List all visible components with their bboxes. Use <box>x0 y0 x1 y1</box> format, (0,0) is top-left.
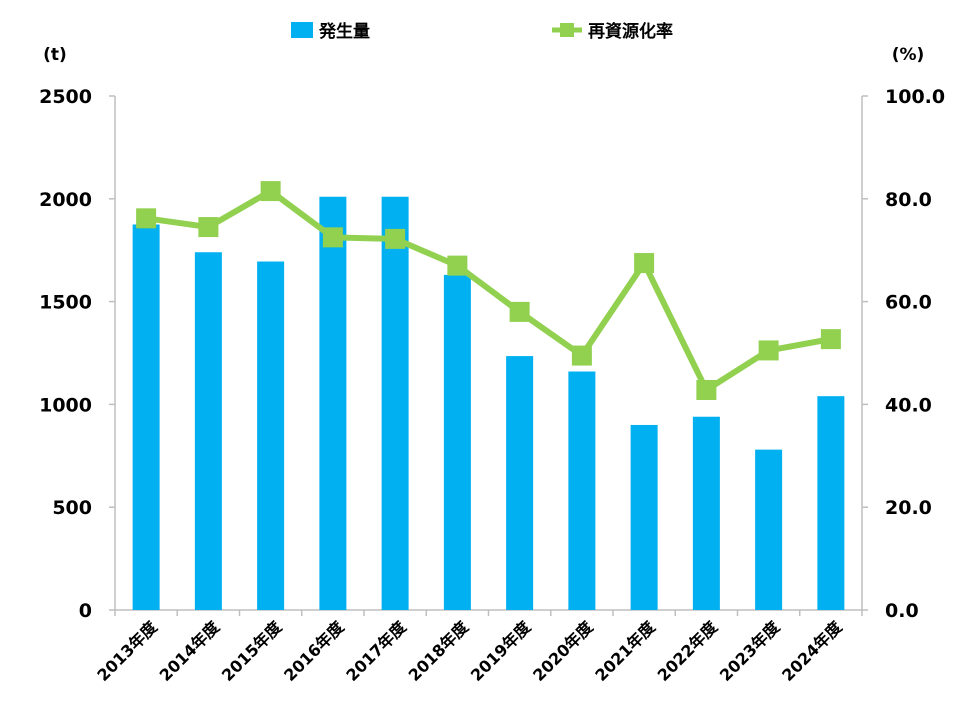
rate-point-2017年度 <box>385 228 406 249</box>
x-category-label: 2021年度 <box>591 617 659 685</box>
x-category-label: 2024年度 <box>778 617 846 685</box>
legend-marker-rate <box>560 23 574 37</box>
y-right-tick-label: 20.0 <box>885 497 932 519</box>
rate-point-2022年度 <box>696 380 717 401</box>
legend: 発生量 再資源化率 <box>291 21 673 42</box>
y-right-tick-label: 80.0 <box>885 189 932 211</box>
legend-swatch-generation <box>291 22 313 38</box>
y-right-unit-label: (%) <box>892 45 925 65</box>
y-left-tick-label: 0 <box>79 600 92 622</box>
bar-2013年度 <box>132 224 160 610</box>
bar-2019年度 <box>506 356 534 610</box>
line-group <box>136 181 841 401</box>
y-left-tick-label: 500 <box>52 497 92 519</box>
bar-2024年度 <box>817 396 845 610</box>
x-category-label: 2019年度 <box>467 617 535 685</box>
rate-point-2023年度 <box>758 340 779 361</box>
rate-point-2018年度 <box>447 255 468 276</box>
bar-2014年度 <box>194 252 222 611</box>
bar-2023年度 <box>755 449 783 610</box>
x-category-label: 2016年度 <box>280 617 348 685</box>
x-category-label: 2020年度 <box>529 617 597 685</box>
bar-2021年度 <box>630 424 658 610</box>
y-left-tick-label: 1500 <box>39 292 92 314</box>
rate-point-2014年度 <box>198 217 219 238</box>
recycling-rate-line <box>145 188 832 394</box>
x-category-label: 2022年度 <box>654 617 722 685</box>
rate-point-2013年度 <box>136 208 157 229</box>
y-right-tick-label: 40.0 <box>885 394 932 416</box>
y-left-tick-label: 2000 <box>39 189 92 211</box>
x-category-label: 2014年度 <box>156 617 224 685</box>
y-right-tick-label: 60.0 <box>885 292 932 314</box>
y-right-tick-label: 0.0 <box>885 600 919 622</box>
rate-point-2016年度 <box>322 227 343 248</box>
y-left-tick-label: 2500 <box>39 86 92 108</box>
bar-2016年度 <box>319 196 347 610</box>
legend-label-generation: 発生量 <box>318 21 370 42</box>
rate-point-2020年度 <box>571 345 592 366</box>
y-left-unit-label: (t) <box>43 45 67 65</box>
rate-point-2019年度 <box>509 301 530 322</box>
y-right-tick-label: 100.0 <box>885 86 945 108</box>
legend-label-rate: 再資源化率 <box>588 21 673 42</box>
x-category-label: 2018年度 <box>405 617 473 685</box>
x-category-label: 2015年度 <box>218 617 286 685</box>
x-category-label: 2013年度 <box>93 617 161 685</box>
axes-group <box>109 95 868 616</box>
bar-2015年度 <box>257 261 285 610</box>
rate-point-2024年度 <box>820 329 841 350</box>
x-category-label: 2023年度 <box>716 617 784 685</box>
rate-point-2015年度 <box>260 181 281 202</box>
bars-group <box>132 196 845 611</box>
y-left-tick-label: 1000 <box>39 394 92 416</box>
x-category-label: 2017年度 <box>342 617 410 685</box>
rate-point-2021年度 <box>634 253 655 274</box>
bar-2017年度 <box>381 196 409 610</box>
labels-group: 0 500 1000 1500 2000 2500 0.0 20.0 40.0 60.0 80.0 1… <box>39 45 945 685</box>
bar-2022年度 <box>692 416 720 610</box>
bar-2020年度 <box>568 371 596 610</box>
bar-2018年度 <box>443 274 471 610</box>
